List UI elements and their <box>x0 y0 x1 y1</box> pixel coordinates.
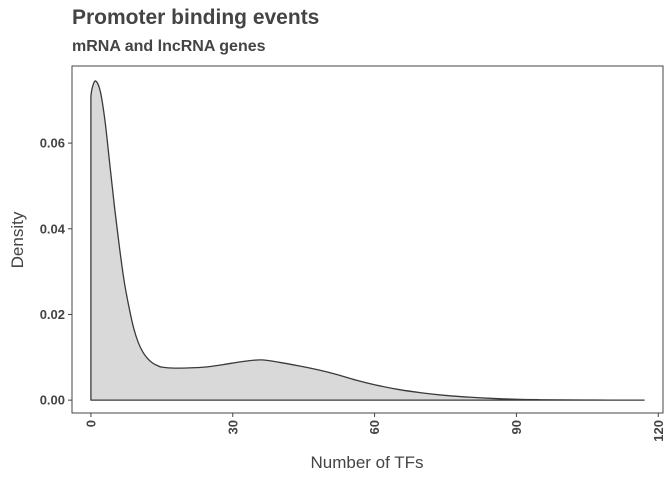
chart-title: Promoter binding events <box>72 6 320 29</box>
x-tick-label: 120 <box>651 420 666 442</box>
y-tick-label: 0.00 <box>40 393 65 408</box>
y-tick-label: 0.02 <box>40 307 65 322</box>
plot-marks <box>90 80 645 401</box>
plot-panel <box>71 65 664 414</box>
x-axis: 0 30 60 90 120 <box>83 413 666 442</box>
y-tick-label: 0.06 <box>40 136 65 151</box>
x-axis-title: Number of TFs <box>310 453 423 472</box>
y-axis-title: Density <box>8 211 27 268</box>
density-area <box>90 80 645 401</box>
y-axis: 0.00 0.02 0.04 0.06 <box>40 136 72 408</box>
x-tick-label: 60 <box>367 420 382 434</box>
chart-subtitle: mRNA and lncRNA genes <box>72 38 266 55</box>
y-tick-label: 0.04 <box>40 221 66 236</box>
x-tick-label: 90 <box>509 420 524 434</box>
x-tick-label: 30 <box>225 420 240 434</box>
x-tick-label: 0 <box>83 420 98 427</box>
